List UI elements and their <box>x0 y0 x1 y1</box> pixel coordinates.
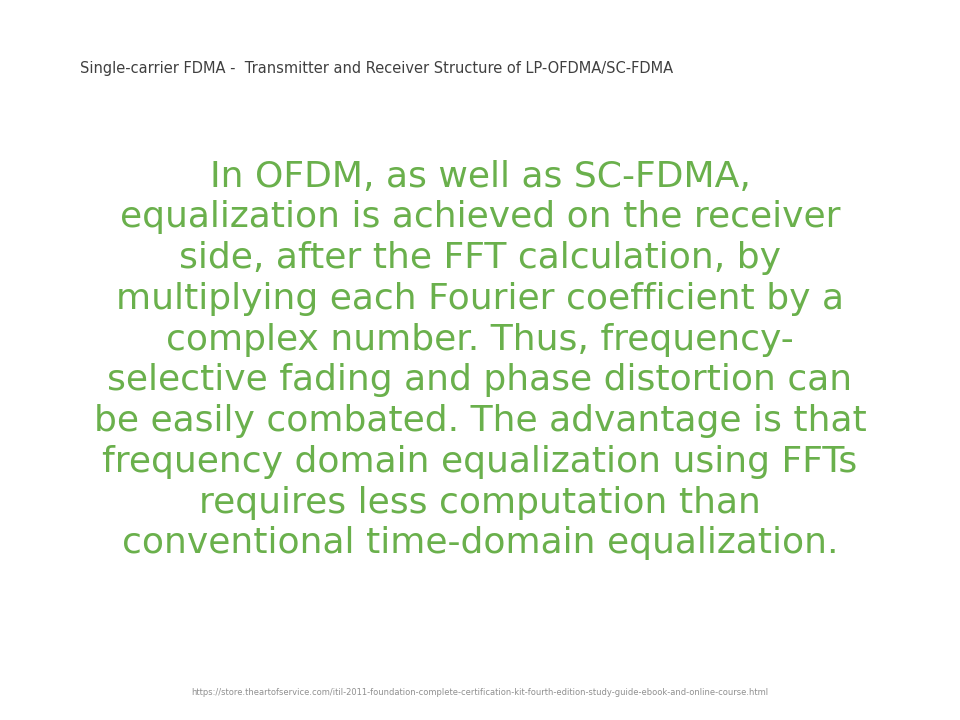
Text: In OFDM, as well as SC-FDMA,
equalization is achieved on the receiver
side, afte: In OFDM, as well as SC-FDMA, equalizatio… <box>94 160 866 560</box>
Text: https://store.theartofservice.com/itil-2011-foundation-complete-certification-ki: https://store.theartofservice.com/itil-2… <box>191 688 769 697</box>
Text: Single-carrier FDMA -  Transmitter and Receiver Structure of LP-OFDMA/SC-FDMA: Single-carrier FDMA - Transmitter and Re… <box>80 61 673 76</box>
